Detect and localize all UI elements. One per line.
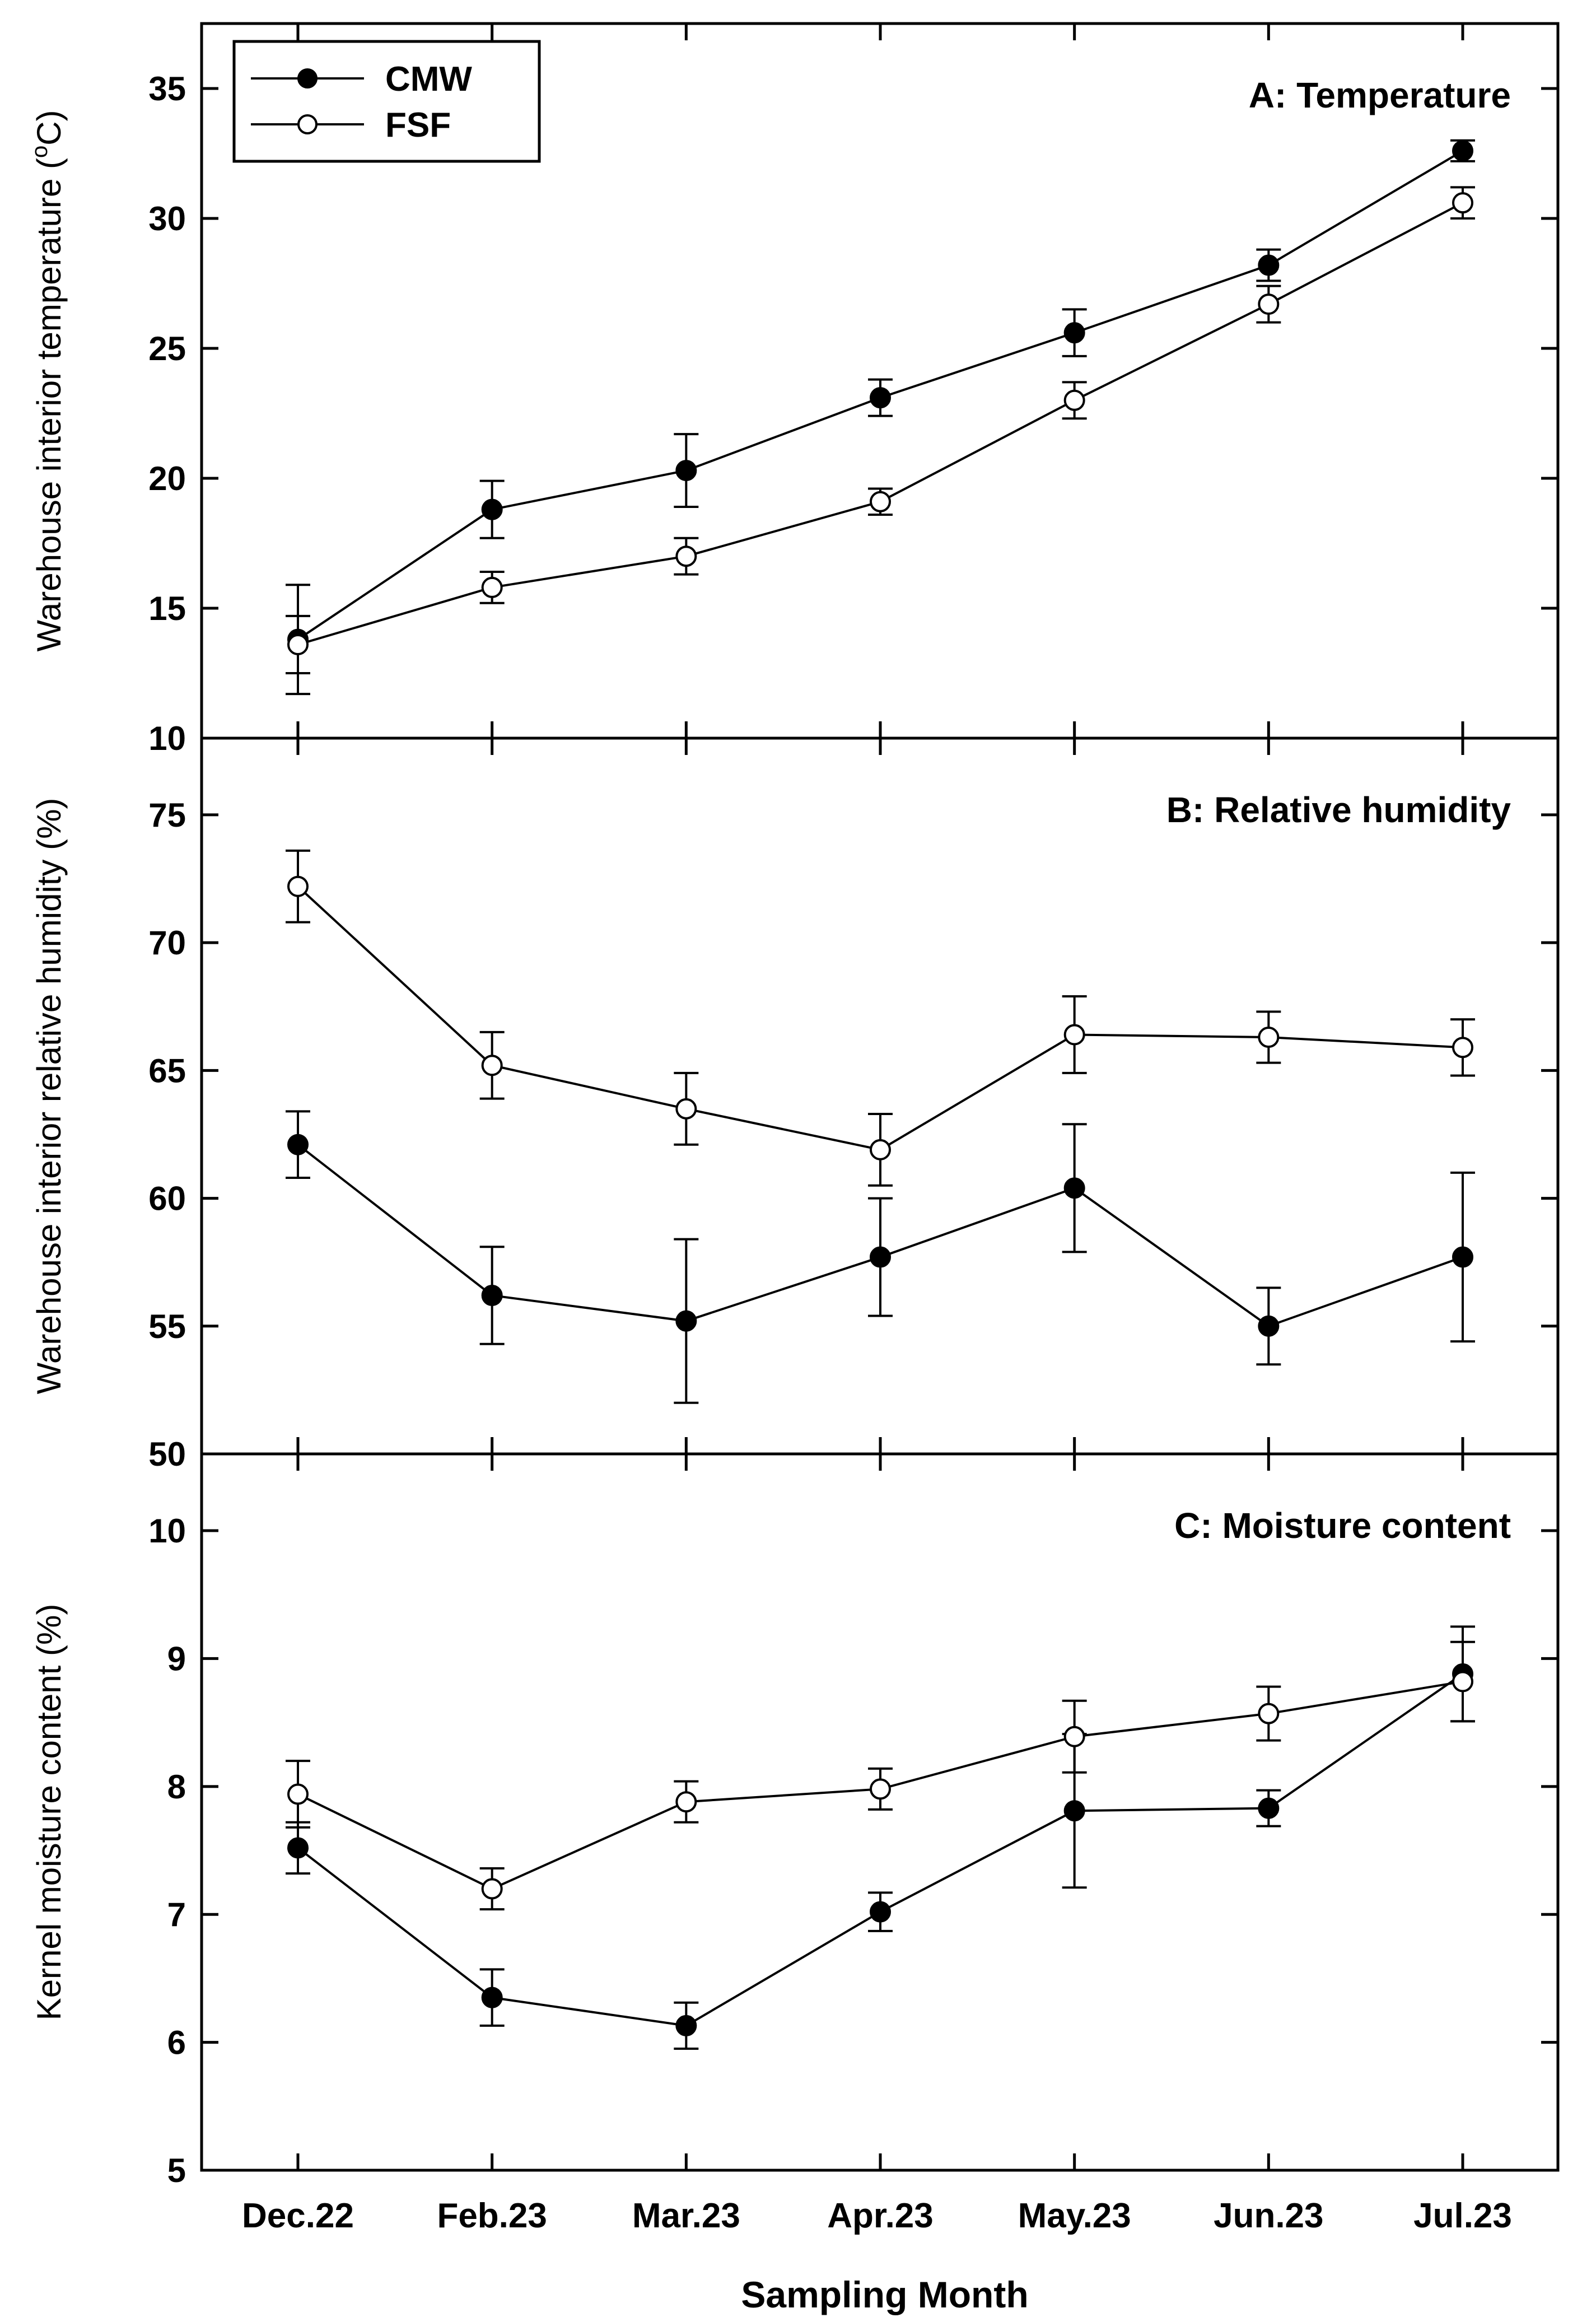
legend-marker-fsf [297, 114, 318, 134]
x-axis-title: Sampling Month [741, 2274, 1028, 2315]
panel-b-ytick-label-0: 50 [148, 1435, 186, 1473]
legend: CMW FSF [232, 40, 541, 163]
panel-a-fsf-point-6 [1452, 192, 1473, 214]
panel-c-frame [200, 1452, 1560, 2172]
panel-c-cmw-point-1 [481, 1987, 503, 2008]
legend-label-fsf: FSF [385, 106, 451, 144]
panel-a-cmw-point-2 [675, 460, 697, 482]
panel-b-fsf-point-0 [287, 875, 309, 897]
panel-c-cmw-point-2 [675, 2015, 697, 2036]
panel-a-ytick-label-0: 10 [148, 720, 186, 757]
panel-c-cmw-point-3 [870, 1901, 891, 1923]
panel-c-ytick-label-5: 10 [148, 1512, 186, 1550]
x-tick-label-0: Dec.22 [242, 2197, 354, 2235]
panel-a-title: A: Temperature [1249, 75, 1511, 115]
panel-c-fsf-point-6 [1452, 1671, 1473, 1692]
x-tick-label-3: Apr.23 [827, 2197, 934, 2235]
panel-c-fsf-point-1 [481, 1878, 503, 1900]
panel-b-series-fsf-line [297, 885, 1463, 1151]
panel-c-fsf-point-0 [287, 1783, 309, 1805]
panel-c-ytick-label-4: 9 [167, 1640, 186, 1677]
x-tick-label-4: May.23 [1018, 2197, 1131, 2235]
panel-a-cmw-point-4 [1063, 322, 1085, 344]
legend-box [232, 40, 541, 163]
x-tick-label-5: Jun.23 [1214, 2197, 1323, 2235]
panel-c-ytick-label-2: 7 [167, 1896, 186, 1933]
panel-c-y-axis-title: Kernel moisture content (%) [30, 1604, 68, 2021]
panel-b-cmw-point-4 [1063, 1177, 1085, 1199]
panel-a-fsf-point-3 [870, 491, 891, 512]
panel-c-ytick-label-3: 8 [167, 1768, 186, 1806]
x-tick-label-2: Mar.23 [632, 2197, 740, 2235]
legend-marker-cmw [297, 68, 318, 88]
panel-b-ytick-label-3: 65 [148, 1052, 186, 1089]
panel-a-ytick-label-5: 35 [148, 70, 186, 108]
panel-b-fsf-point-6 [1452, 1037, 1473, 1059]
panel-b-frame [200, 736, 1560, 1456]
panel-c-series-fsf [286, 1640, 1475, 1911]
panel-b-y-axis-title: Warehouse interior relative humidity (%) [30, 798, 68, 1395]
panel-a-fsf-point-0 [287, 633, 309, 655]
panel-b-cmw-point-0 [287, 1134, 309, 1155]
panel-b-fsf-point-4 [1063, 1024, 1085, 1046]
panel-b-title: B: Relative humidity [1166, 790, 1511, 830]
panel-b-fsf-point-1 [481, 1055, 503, 1076]
panel-a-fsf-point-2 [675, 545, 697, 567]
panel-c-fsf-point-5 [1258, 1703, 1280, 1724]
panel-c-cmw-point-5 [1258, 1797, 1280, 1819]
panel-b: 50 55 60 65 70 75 B: Relative humidity Warehous… [30, 736, 1560, 1473]
panel-b-ytick-label-5: 75 [148, 796, 186, 834]
panel-b-cmw-point-5 [1258, 1315, 1280, 1337]
panel-a-cmw-point-6 [1452, 140, 1473, 162]
panel-b-series-fsf [286, 849, 1475, 1187]
panel-c-fsf-point-4 [1063, 1726, 1085, 1747]
panels-layer: 10 15 20 25 30 35 A: Temperature Warehouse inte… [27, 22, 1560, 2235]
x-tick-label-6: Jul.23 [1413, 2197, 1512, 2235]
panel-a-ytick-label-4: 30 [148, 200, 186, 237]
panel-a-series-fsf-line [297, 202, 1463, 646]
panel-a-series-cmw [286, 139, 1475, 696]
panel-a-ytick-label-3: 25 [148, 330, 186, 367]
panel-a-cmw-point-1 [481, 498, 503, 520]
panel-b-fsf-point-5 [1258, 1027, 1280, 1048]
x-tick-label-1: Feb.23 [437, 2197, 547, 2235]
panel-a-fsf-point-1 [481, 576, 503, 598]
panel-a-series-fsf [286, 186, 1475, 674]
panel-b-ytick-label-4: 70 [148, 924, 186, 962]
panel-a-ytick-label-2: 20 [148, 460, 186, 497]
panel-b-cmw-point-6 [1452, 1246, 1473, 1268]
panel-a-fsf-point-5 [1258, 293, 1280, 315]
panel-c-series-cmw-line [297, 1673, 1464, 2027]
panel-b-fsf-point-3 [870, 1139, 891, 1160]
panel-c-series-cmw [286, 1625, 1475, 2050]
panel-a-y-axis-title: Warehouse interior temperature (oC) [27, 110, 68, 651]
panel-b-series-cmw [286, 1110, 1475, 1404]
panel-c-cmw-point-0 [287, 1837, 309, 1859]
panel-a: 10 15 20 25 30 35 A: Temperature Warehouse inte… [27, 22, 1560, 757]
panel-c: 5 6 7 8 9 10 C: Moisture content Kernel moistur… [30, 1452, 1560, 2189]
panel-b-cmw-point-3 [870, 1246, 891, 1268]
panel-b-fsf-point-2 [675, 1098, 697, 1120]
panel-b-ytick-label-2: 60 [148, 1180, 186, 1218]
panel-c-ytick-label-1: 6 [167, 2024, 186, 2062]
panel-a-fsf-point-4 [1063, 389, 1085, 411]
panel-c-fsf-point-3 [870, 1778, 891, 1800]
legend-label-cmw: CMW [385, 60, 472, 99]
panel-a-ytick-label-1: 15 [148, 590, 186, 627]
panel-c-title: C: Moisture content [1174, 1505, 1511, 1546]
panel-b-cmw-point-2 [675, 1310, 697, 1332]
panel-a-cmw-point-5 [1258, 254, 1280, 276]
panel-b-ytick-label-1: 55 [148, 1308, 186, 1345]
panel-a-cmw-point-3 [870, 387, 891, 409]
panel-c-cmw-point-4 [1063, 1800, 1085, 1822]
panel-b-cmw-point-1 [481, 1285, 503, 1307]
panel-c-ytick-label-0: 5 [167, 2152, 186, 2189]
panel-c-fsf-point-2 [675, 1791, 697, 1813]
